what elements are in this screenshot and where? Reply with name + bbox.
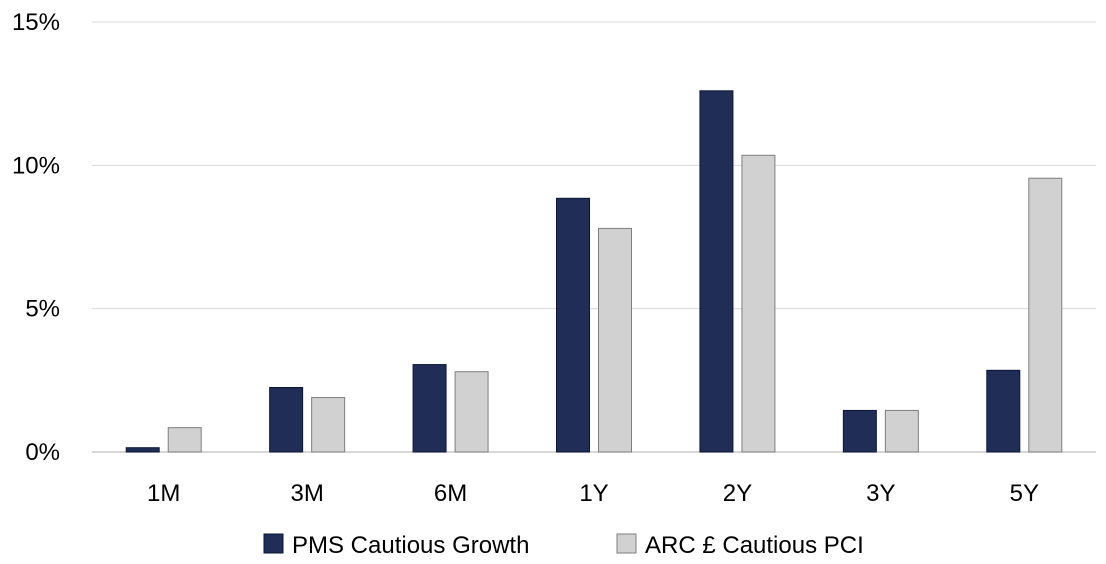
y-tick-label: 0% (25, 439, 60, 466)
bars (125, 90, 1063, 453)
bar-3y-series-1 (842, 409, 877, 453)
x-tick-label: 5Y (1010, 480, 1039, 507)
bar-5y-series-1 (986, 369, 1021, 453)
x-tick-label: 6M (434, 480, 467, 507)
x-tick-label: 3Y (866, 480, 895, 507)
y-tick-label: 10% (12, 152, 60, 179)
x-tick-label: 1M (147, 480, 180, 507)
bar-3m-series-1 (269, 387, 304, 453)
bar-5y-series-2 (1028, 177, 1063, 453)
x-tick-label: 2Y (723, 480, 752, 507)
legend-label-series-1: PMS Cautious Growth (292, 532, 529, 559)
bar-6m-series-2 (454, 371, 489, 453)
legend: PMS Cautious Growth ARC £ Cautious PCI (263, 532, 864, 559)
bar-1m-series-2 (167, 427, 202, 453)
y-tick-label: 5% (25, 296, 60, 323)
y-axis-ticks: 0% 5% 10% 15% (12, 9, 60, 466)
bar-1y-series-1 (556, 197, 590, 453)
legend-label-series-2: ARC £ Cautious PCI (645, 532, 864, 559)
bar-1y-series-2 (598, 227, 632, 453)
legend-swatch-series-2 (616, 533, 637, 554)
x-axis-ticks: 1M 3M 6M 1Y 2Y 3Y 5Y (147, 480, 1039, 507)
bar-1m-series-1 (125, 447, 160, 453)
y-tick-label: 15% (12, 9, 60, 36)
x-tick-label: 3M (290, 480, 323, 507)
bar-6m-series-1 (412, 364, 447, 453)
bar-2y-series-2 (741, 154, 776, 453)
gridlines (92, 21, 1096, 453)
bar-2y-series-1 (699, 90, 734, 453)
bar-3y-series-2 (884, 409, 919, 453)
bar-3m-series-2 (311, 397, 346, 453)
legend-swatch-series-1 (263, 533, 284, 554)
x-tick-label: 1Y (579, 480, 608, 507)
